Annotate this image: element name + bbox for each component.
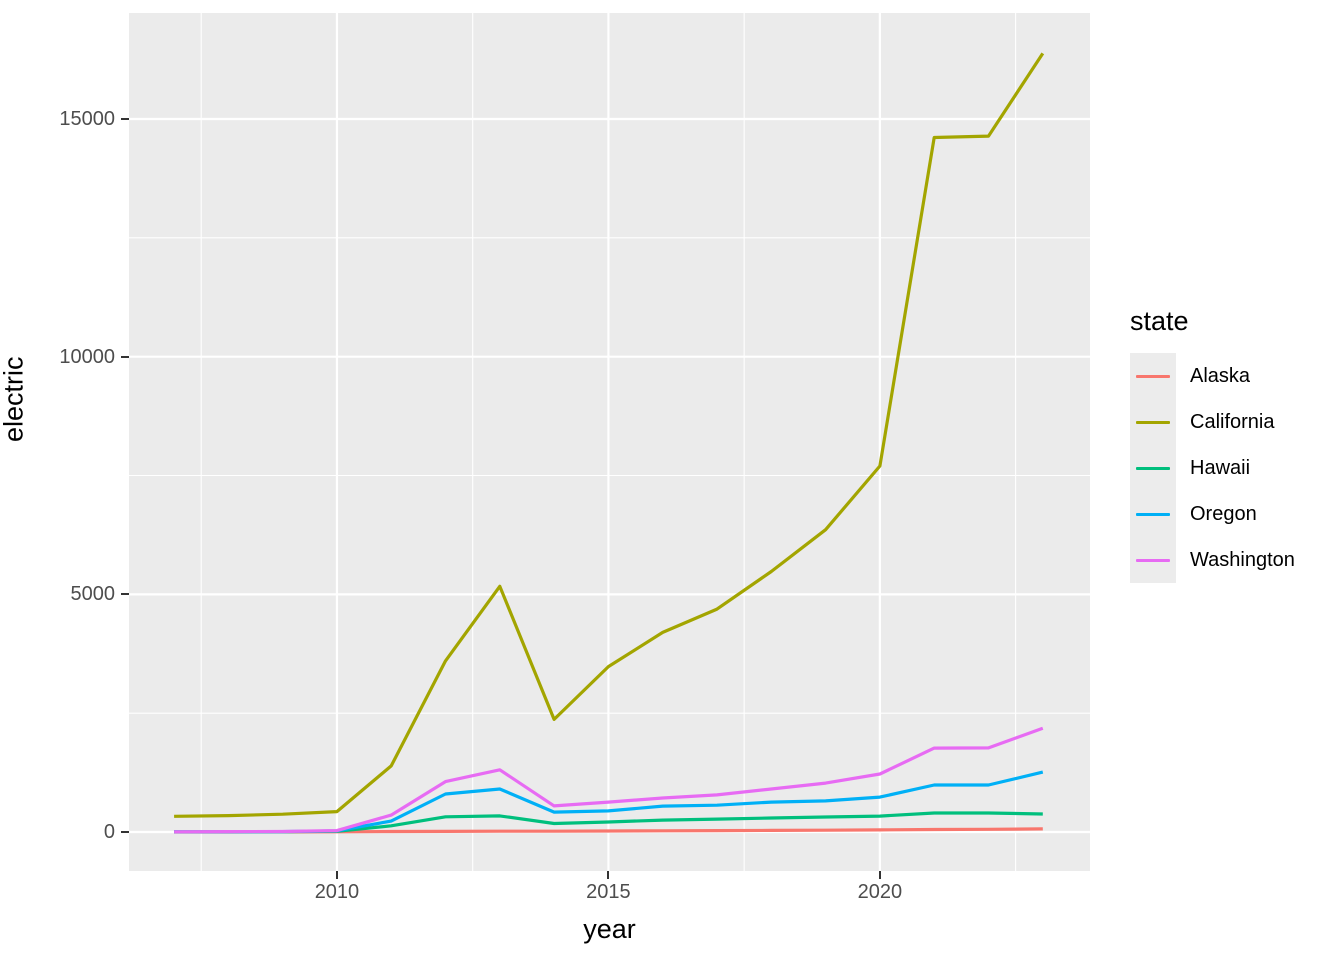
plot-panel <box>129 13 1090 871</box>
y-tick-mark <box>121 593 129 596</box>
legend-key-swatch <box>1130 491 1176 537</box>
legend-key-line <box>1136 558 1170 562</box>
legend-key-swatch <box>1130 399 1176 445</box>
y-tick-label: 10000 <box>59 345 115 368</box>
legend-label: California <box>1190 410 1275 433</box>
x-tick-mark <box>607 871 610 879</box>
x-tick-label: 2020 <box>857 881 903 903</box>
legend-label: Washington <box>1190 548 1295 571</box>
y-tick-label: 0 <box>103 821 115 844</box>
y-tick-mark <box>121 118 129 120</box>
x-tick-label: 2010 <box>314 881 360 903</box>
legend-key-line <box>1136 420 1170 424</box>
legend-item-washington: Washington <box>1130 537 1295 583</box>
legend: state Alaska California Hawaii Oregon Washin… <box>1130 306 1295 583</box>
y-axis-title: electric <box>0 356 29 442</box>
legend-key-line <box>1136 374 1170 378</box>
legend-item-alaska: Alaska <box>1130 353 1295 399</box>
x-tick-label: 2015 <box>586 881 631 903</box>
x-tick-mark <box>878 871 881 879</box>
legend-item-hawaii: Hawaii <box>1130 445 1295 491</box>
legend-label: Alaska <box>1190 364 1251 387</box>
series-line-washington <box>174 726 1044 834</box>
y-tick-mark <box>121 831 129 834</box>
legend-items: Alaska California Hawaii Oregon Washington <box>1130 353 1295 583</box>
x-tick-mark <box>335 871 338 879</box>
legend-key-line <box>1136 466 1170 470</box>
plot-area <box>129 13 1090 871</box>
y-tick-mark <box>121 355 129 358</box>
y-tick-label: 15000 <box>59 108 115 130</box>
legend-key-swatch <box>1130 445 1176 491</box>
legend-title: state <box>1130 306 1189 336</box>
legend-item-california: California <box>1130 399 1295 445</box>
legend-item-oregon: Oregon <box>1130 491 1295 537</box>
legend-label: Hawaii <box>1190 456 1251 479</box>
y-tick-label: 5000 <box>70 583 116 606</box>
legend-key-swatch <box>1130 353 1176 399</box>
legend-key-swatch <box>1130 537 1176 583</box>
legend-key-line <box>1136 512 1170 516</box>
x-axis-title: year <box>583 914 636 944</box>
series-line-california <box>174 52 1045 818</box>
legend-label: Oregon <box>1190 502 1257 525</box>
